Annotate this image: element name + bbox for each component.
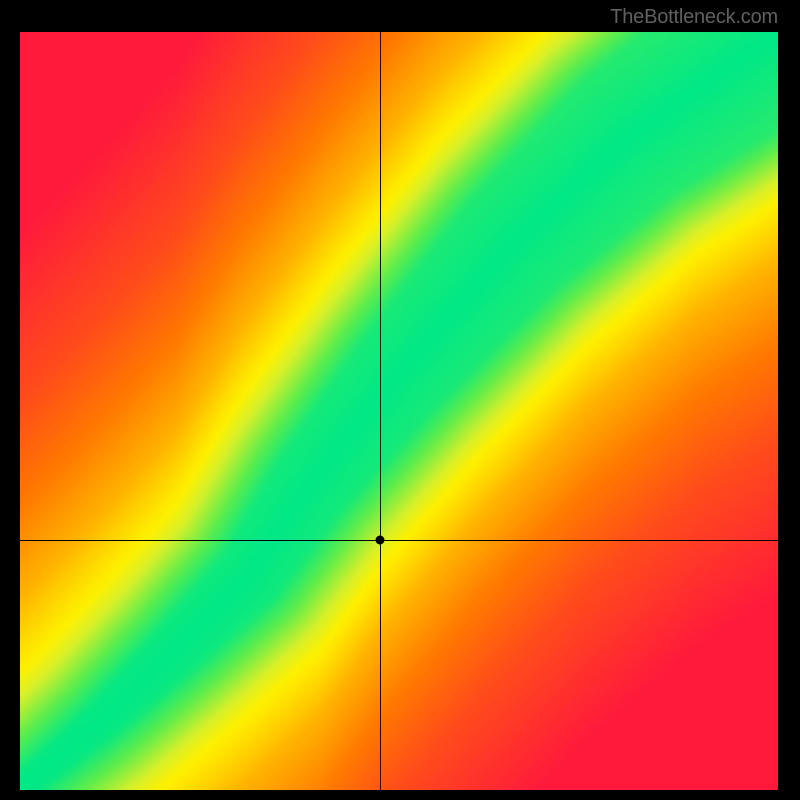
heatmap-plot [20,32,778,790]
crosshair-vertical [380,32,381,790]
crosshair-point [376,535,385,544]
watermark-text: TheBottleneck.com [610,6,778,29]
crosshair-horizontal [20,540,778,541]
heatmap-canvas [20,32,778,790]
